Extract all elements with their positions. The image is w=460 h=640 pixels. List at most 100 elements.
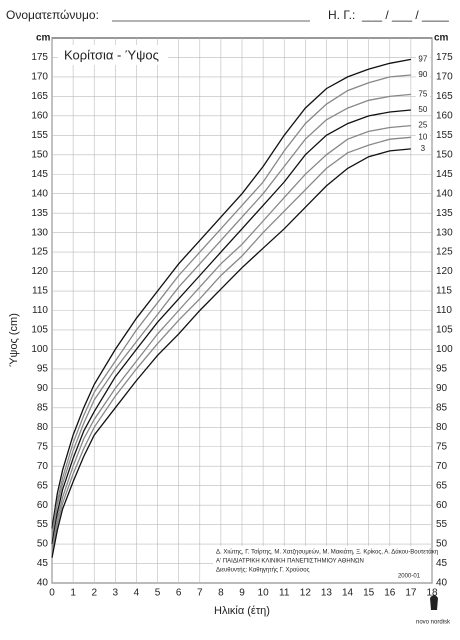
y-tick-label: 75 — [37, 441, 49, 452]
y-tick-label: 100 — [31, 344, 48, 355]
y-tick-label: 80 — [436, 422, 448, 433]
y-tick-label: 160 — [31, 110, 48, 121]
curve-label: 97 — [418, 55, 427, 64]
y-tick-label: 45 — [436, 558, 448, 569]
edition: 2000-01 — [398, 574, 421, 580]
x-tick-label: 6 — [176, 588, 182, 599]
curve-label-bg — [415, 70, 430, 80]
y-tick-label: 95 — [37, 364, 49, 375]
curve-label: 50 — [418, 105, 427, 114]
x-tick-label: 8 — [218, 588, 224, 599]
y-tick-label: 160 — [436, 110, 453, 121]
curve-label: 90 — [418, 70, 427, 79]
y-tick-label: 135 — [436, 208, 453, 219]
y-tick-label: 175 — [436, 52, 453, 63]
y-tick-label: 95 — [436, 364, 448, 375]
y-tick-label: 125 — [436, 247, 453, 258]
y-axis-title: Ύψος (cm) — [8, 313, 20, 367]
x-axis-title: Ηλικία (έτη) — [214, 605, 270, 617]
y-tick-label: 150 — [31, 149, 48, 160]
y-tick-label: 50 — [436, 539, 448, 550]
curves: 97 90 75 50 25 10 3 — [51, 54, 430, 558]
x-tick-label: 17 — [405, 588, 417, 599]
y-tick-label: 105 — [31, 325, 48, 336]
x-tick-label: 15 — [363, 588, 375, 599]
y-tick-label: 65 — [37, 480, 49, 491]
y-tick-label: 175 — [31, 52, 48, 63]
percentile-curve — [51, 93, 411, 539]
x-tick-label: 9 — [239, 588, 245, 599]
percentile-curve — [51, 136, 411, 554]
credits-line: Διευθυντής: Καθηγητής Γ. Χρούσος — [216, 567, 310, 574]
y-tick-label: 130 — [31, 227, 48, 238]
y-tick-label: 75 — [436, 441, 448, 452]
y-tick-label: 90 — [37, 383, 49, 394]
y-tick-label: 120 — [436, 266, 453, 277]
curve-label-bg — [415, 144, 430, 154]
y-tick-label: 40 — [436, 578, 448, 589]
logo-icon — [430, 595, 438, 610]
date-field: ___ / ___ / ____ — [361, 8, 449, 22]
curve-label-bg — [415, 54, 430, 64]
y-tick-label: 140 — [31, 188, 48, 199]
y-tick-label: 125 — [31, 247, 48, 258]
y-tick-label: 60 — [37, 500, 49, 511]
x-tick-label: 13 — [321, 588, 333, 599]
curve-label: 3 — [421, 144, 426, 153]
y-tick-label: 85 — [37, 402, 49, 413]
y-tick-label: 120 — [31, 266, 48, 277]
y-tick-label: 110 — [436, 305, 452, 316]
y-tick-label: 110 — [32, 305, 48, 316]
x-tick-label: 5 — [155, 588, 161, 599]
y-tick-label: 145 — [31, 169, 48, 180]
grid — [51, 37, 433, 584]
y-tick-label: 40 — [37, 578, 49, 589]
y-unit-left: cm — [36, 33, 51, 44]
y-tick-label: 155 — [31, 130, 48, 141]
y-tick-label: 150 — [436, 149, 453, 160]
x-tick-label: 10 — [258, 588, 270, 599]
y-tick-label: 65 — [436, 480, 448, 491]
x-tick-label: 7 — [197, 588, 203, 599]
date-label: Η. Γ.: — [328, 8, 355, 22]
chart-title: Κορίτσια - Ύψος — [64, 47, 159, 62]
title-bg — [58, 45, 168, 65]
curve-label-bg — [415, 105, 430, 115]
y-tick-label: 165 — [436, 91, 453, 102]
y-tick-label: 115 — [32, 286, 48, 297]
y-tick-label: 70 — [37, 461, 49, 472]
y-tick-label: 130 — [436, 227, 453, 238]
name-label: Ονοματεπώνυμο: — [6, 8, 99, 22]
x-tick-label: 11 — [279, 588, 290, 599]
y-tick-label: 55 — [37, 519, 49, 530]
y-tick-label: 85 — [436, 402, 448, 413]
credits-line: Α' ΠΑΙΔΙΑΤΡΙΚΗ ΚΛΙΝΙΚΗ ΠΑΝΕΠΙΣΤΗΜΙΟΥ ΑΘΗ… — [216, 559, 364, 565]
curve-label-bg — [415, 132, 430, 142]
percentile-curve — [51, 109, 411, 545]
x-tick-label: 2 — [91, 588, 97, 599]
y-tick-label: 60 — [436, 500, 448, 511]
y-tick-label: 90 — [436, 383, 448, 394]
curve-label: 10 — [418, 132, 427, 141]
percentile-curve — [51, 124, 411, 551]
percentile-curve — [51, 74, 411, 535]
y-tick-label: 50 — [37, 539, 49, 550]
y-tick-label: 55 — [436, 519, 448, 530]
x-tick-label: 14 — [342, 588, 354, 599]
x-tick-label: 1 — [70, 588, 76, 599]
percentile-curve — [51, 148, 411, 558]
y-tick-label: 165 — [31, 91, 48, 102]
curve-label-bg — [415, 121, 430, 131]
x-tick-label: 12 — [300, 588, 312, 599]
x-tick-label: 4 — [134, 588, 140, 599]
y-tick-label: 115 — [436, 286, 452, 297]
credits-line: Δ. Χιώτης, Γ. Τσίρτης, Μ. Χατζησυμεών, Μ… — [216, 549, 438, 556]
y-tick-label: 70 — [436, 461, 448, 472]
y-tick-label: 135 — [31, 208, 48, 219]
curve-label-bg — [415, 89, 430, 99]
curve-label: 25 — [418, 121, 427, 130]
curve-label: 75 — [418, 90, 427, 99]
y-tick-label: 45 — [37, 558, 49, 569]
y-unit-right: cm — [434, 33, 449, 44]
y-tick-label: 80 — [37, 422, 49, 433]
